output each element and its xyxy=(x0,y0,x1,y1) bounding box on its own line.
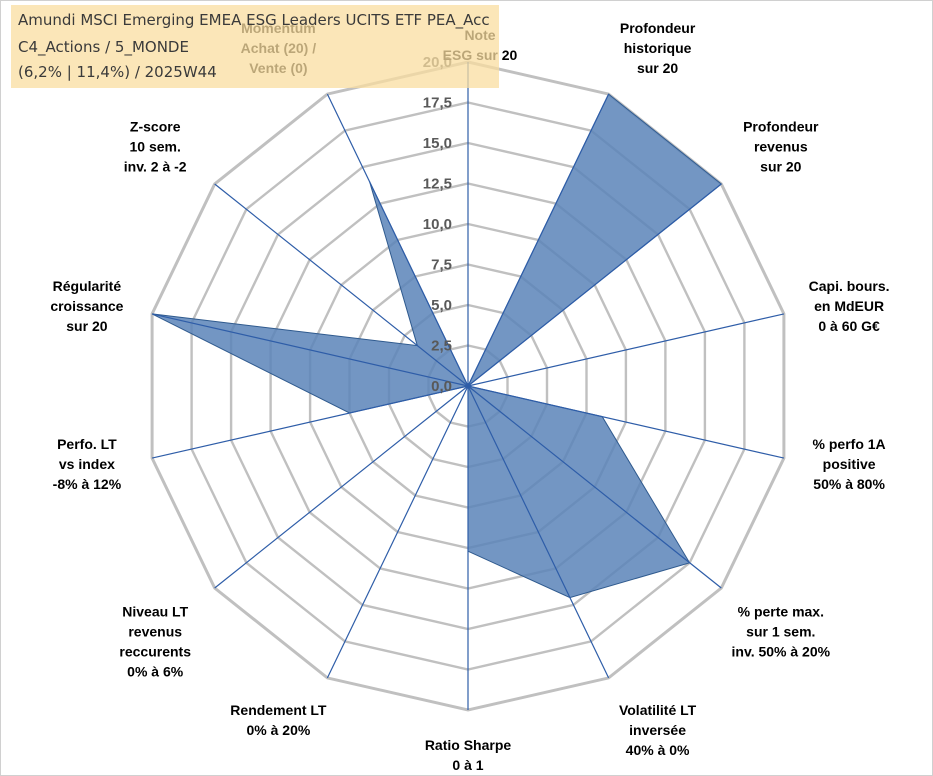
axis-spoke xyxy=(467,93,610,387)
category-label: Niveau LT revenus reccurents 0% à 6% xyxy=(119,604,191,680)
tick-label: 2,5 xyxy=(431,338,452,355)
axis-spoke xyxy=(467,385,610,679)
category-label: % perte max. sur 1 sem. inv. 50% à 20% xyxy=(732,604,831,660)
axis-spoke xyxy=(214,385,469,589)
category-label: Régularité croissance sur 20 xyxy=(50,278,123,334)
category-label: Profondeur historique sur 20 xyxy=(620,20,696,76)
radar-axes xyxy=(151,62,785,710)
axis-spoke xyxy=(467,313,785,387)
category-label: Rendement LT 0% à 20% xyxy=(230,702,327,738)
tick-label: 15,0 xyxy=(423,135,452,152)
fund-category: C4_Actions / 5_MONDE xyxy=(18,38,189,56)
tick-label: 17,5 xyxy=(423,95,452,112)
tick-label: 12,5 xyxy=(423,176,452,193)
axis-spoke xyxy=(151,385,469,459)
tick-label: 10,0 xyxy=(423,216,452,233)
category-label: Z-score 10 sem. inv. 2 à -2 xyxy=(124,118,187,174)
category-label: Perfo. LT vs index -8% à 12% xyxy=(53,436,122,492)
axis-spoke xyxy=(326,93,469,387)
tick-label: 5,0 xyxy=(431,297,452,314)
axis-spoke xyxy=(467,385,722,589)
fund-name: Amundi MSCI Emerging EMEA ESG Leaders UC… xyxy=(18,11,490,29)
axis-spoke xyxy=(214,183,469,387)
category-label: % perfo 1A positive 50% à 80% xyxy=(813,436,886,492)
tick-label: 7,5 xyxy=(431,257,452,274)
category-label: Volatilité LT inversée 40% à 0% xyxy=(619,702,697,758)
category-label: Capi. bours. en MdEUR 0 à 60 G€ xyxy=(809,278,890,334)
fund-stats: (6,2% | 11,4%) / 2025W44 xyxy=(18,63,217,81)
axis-spoke xyxy=(326,385,469,679)
axis-spoke xyxy=(151,313,469,387)
category-label: Profondeur revenus sur 20 xyxy=(743,118,819,174)
category-label: Ratio Sharpe 0 à 1 xyxy=(425,737,512,773)
axis-spoke xyxy=(467,385,785,459)
axis-spoke xyxy=(467,183,722,387)
fund-info-box: Amundi MSCI Emerging EMEA ESG Leaders UC… xyxy=(11,5,499,88)
tick-label: 0,0 xyxy=(431,378,452,395)
